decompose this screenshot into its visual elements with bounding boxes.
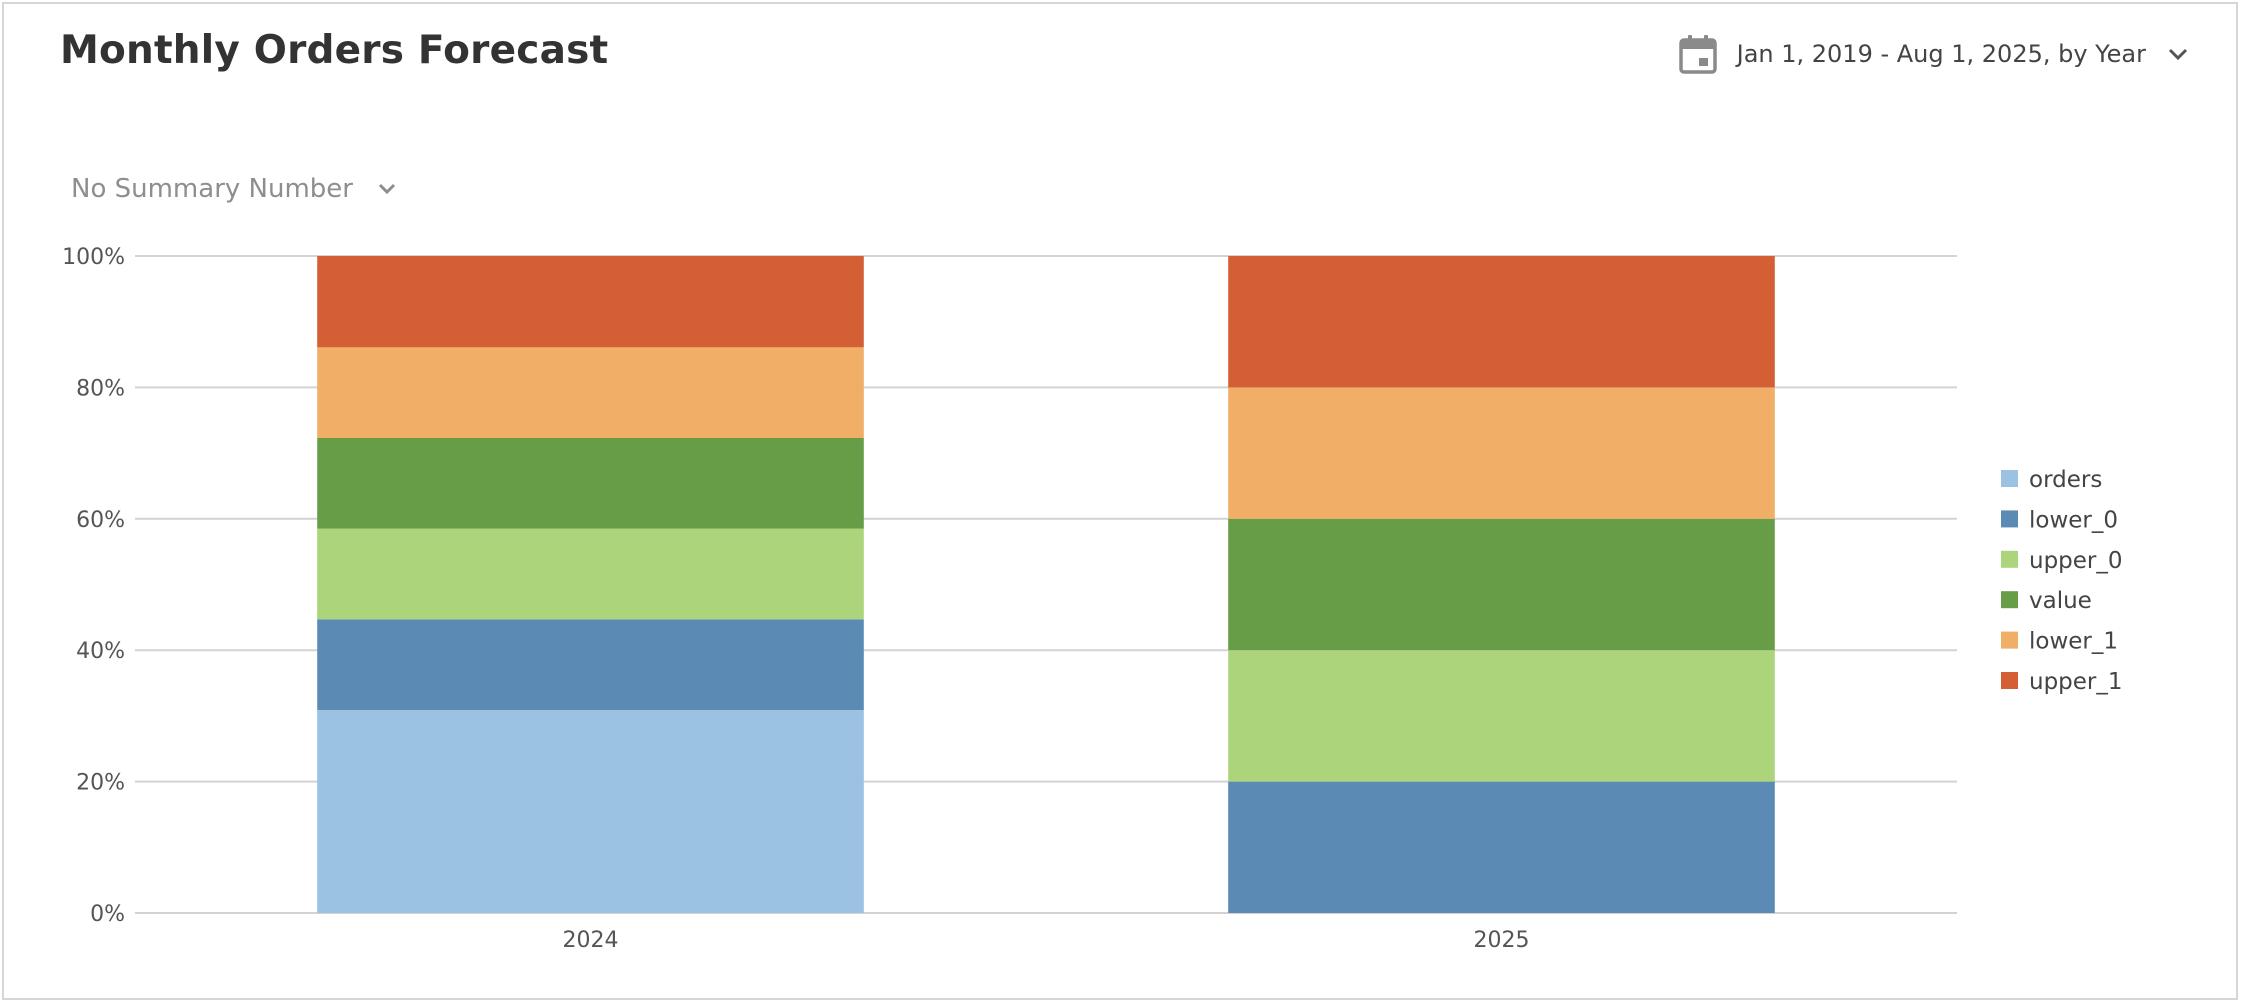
y-tick-label: 40% xyxy=(76,639,125,664)
legend-swatch-value xyxy=(2001,591,2018,609)
bar-segment-upper_1[interactable] xyxy=(317,256,864,348)
y-tick-label: 100% xyxy=(62,245,125,270)
legend-swatch-orders xyxy=(2001,470,2018,487)
bar-segment-upper_0[interactable] xyxy=(317,528,864,620)
bar-segment-upper_0[interactable] xyxy=(1228,650,1775,782)
summary-number-dropdown[interactable]: No Summary Number xyxy=(71,174,399,204)
bar-segment-lower_0[interactable] xyxy=(317,619,864,710)
date-range-label: Jan 1, 2019 - Aug 1, 2025, by Year xyxy=(1736,40,2146,68)
bar-segment-lower_0[interactable] xyxy=(1228,781,1775,913)
chevron-down-icon xyxy=(2168,48,2188,61)
legend-label-upper_1[interactable]: upper_1 xyxy=(2029,669,2123,695)
bar-segment-lower_1[interactable] xyxy=(317,347,864,438)
legend-swatch-upper_1 xyxy=(2001,672,2018,689)
legend-label-value[interactable]: value xyxy=(2029,588,2092,614)
y-tick-label: 20% xyxy=(76,771,125,796)
legend-swatch-lower_0 xyxy=(2001,510,2018,528)
legend-label-lower_1[interactable]: lower_1 xyxy=(2029,629,2118,655)
x-tick-label: 2024 xyxy=(563,928,619,953)
y-tick-label: 0% xyxy=(90,902,125,927)
bar-segment-lower_1[interactable] xyxy=(1228,387,1775,519)
y-tick-label: 80% xyxy=(76,376,125,401)
chevron-down-icon xyxy=(378,183,396,195)
summary-number-label: No Summary Number xyxy=(71,174,353,204)
bar-segment-upper_1[interactable] xyxy=(1228,256,1775,388)
chart-title: Monthly Orders Forecast xyxy=(60,28,609,73)
legend-label-upper_0[interactable]: upper_0 xyxy=(2029,548,2123,574)
y-tick-label: 60% xyxy=(76,508,125,533)
date-range-picker[interactable]: Jan 1, 2019 - Aug 1, 2025, by Year xyxy=(1678,34,2190,74)
bar-segment-value[interactable] xyxy=(1228,518,1775,651)
calendar-icon xyxy=(1678,35,1717,74)
legend-label-lower_0[interactable]: lower_0 xyxy=(2029,507,2118,533)
bar-segment-orders[interactable] xyxy=(317,709,864,913)
legend-swatch-lower_1 xyxy=(2001,631,2018,649)
legend-swatch-upper_0 xyxy=(2001,550,2018,568)
bar-segment-value[interactable] xyxy=(317,437,864,529)
legend-label-orders[interactable]: orders xyxy=(2029,467,2102,493)
x-tick-label: 2025 xyxy=(1474,928,1530,953)
